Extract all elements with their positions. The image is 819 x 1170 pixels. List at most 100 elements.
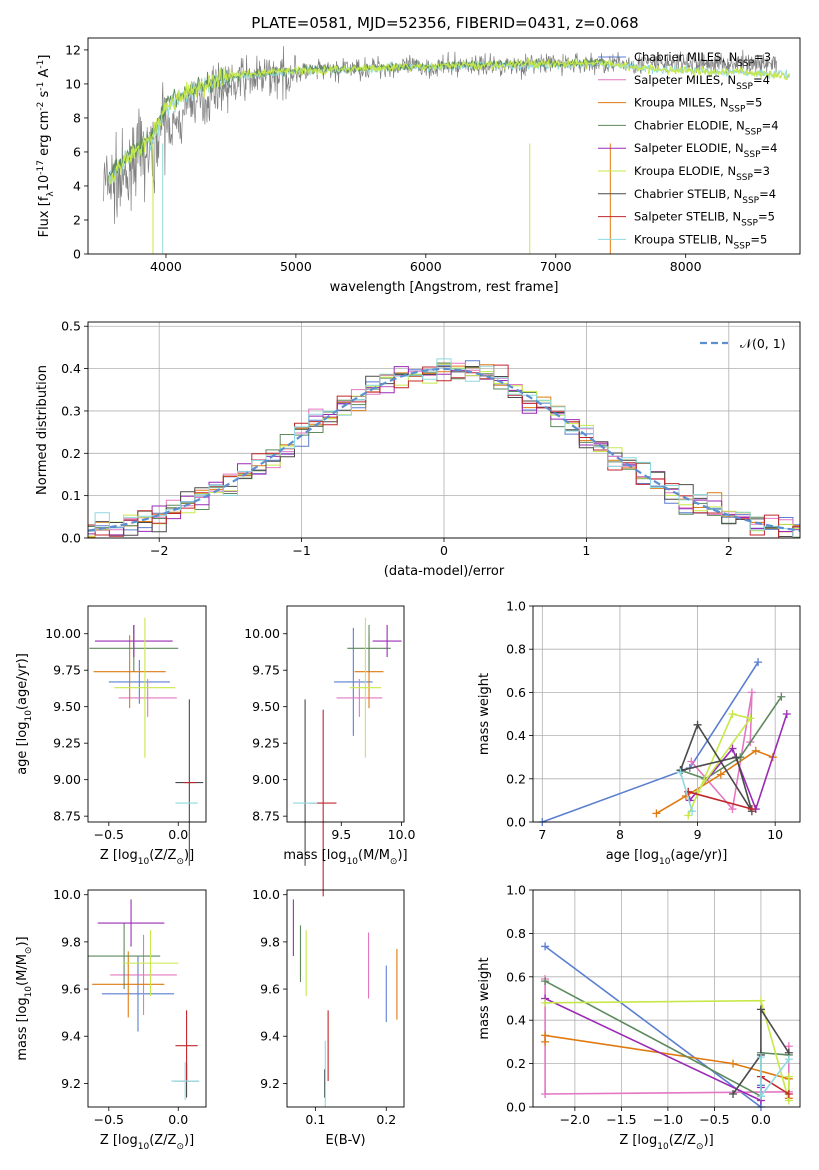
weight-marker — [756, 1053, 765, 1062]
y-tick-label: 9.00 — [53, 772, 81, 787]
y-tick-label: 9.2 — [260, 1076, 280, 1091]
x-tick-label: −2 — [150, 543, 168, 558]
x-tick: 0.2 — [376, 1107, 396, 1127]
errorbar-point — [336, 678, 383, 717]
y-tick-label: 12 — [65, 42, 81, 57]
y-tick: 9.4 — [61, 1029, 88, 1044]
weight-marker — [676, 768, 685, 777]
x-tick-label: 0.0 — [168, 1112, 188, 1127]
y-tick: 9.2 — [260, 1076, 287, 1091]
y-tick-label: 0.6 — [506, 969, 526, 984]
histogram-6 — [88, 366, 800, 537]
y-tick: 8.75 — [252, 809, 287, 824]
y-tick-label: 0.4 — [61, 361, 81, 376]
mass-vs-Z-ylabel: mass [log10(M/M⊙)] — [15, 936, 34, 1060]
mass-weight-vs-Z-lines — [541, 942, 793, 1111]
x-tick-label: 2 — [725, 543, 733, 558]
errorbar-point — [175, 1010, 198, 1082]
normal-curve — [88, 367, 800, 532]
figure-title: PLATE=0581, MJD=52356, FIBERID=0431, z=0… — [251, 14, 638, 32]
legend-label: Chabrier MILES, NSSP=3 — [634, 50, 771, 69]
x-tick: 10.0 — [388, 822, 416, 842]
legend-label: Salpeter ELODIE, NSSP=4 — [634, 141, 777, 160]
weight-line-4 — [544, 997, 762, 1102]
y-tick: 9.00 — [53, 772, 88, 787]
mass-vs-Z-xlabel: Z [log10(Z/Z⊙)] — [100, 1133, 194, 1152]
y-tick: 9.25 — [252, 736, 287, 751]
errorbar-point — [347, 624, 391, 672]
x-tick-label: 0.0 — [751, 1112, 771, 1127]
x-tick-label: 1 — [582, 543, 590, 558]
weight-marker — [784, 1072, 793, 1081]
spectrum-xlabel: wavelength [Angstrom, rest frame] — [330, 280, 559, 295]
weight-marker — [754, 658, 763, 667]
mass-vs-ebv-xlabel: E(B-V) — [325, 1133, 365, 1148]
y-tick: 10.00 — [45, 626, 88, 641]
mass-vs-Z-axes: −0.5 0.0 9.2 9.4 9.6 9.8 10.0 — [53, 887, 188, 1127]
x-tick: −0.5 — [94, 822, 124, 842]
y-tick: 2 — [73, 212, 88, 227]
y-tick: 0.6 — [506, 969, 533, 984]
y-tick: 9.75 — [53, 663, 88, 678]
x-tick-label: −1.5 — [606, 1112, 636, 1127]
y-tick: 9.00 — [252, 772, 287, 787]
panels: 4000 5000 6000 7000 8000024681012wavelength … — [15, 37, 801, 1152]
y-tick-label: 0.4 — [506, 728, 526, 743]
legend-label: Salpeter MILES, NSSP=4 — [634, 73, 770, 92]
y-tick: 0.4 — [61, 361, 88, 376]
y-tick-label: 9.25 — [252, 736, 280, 751]
x-tick-label: 4000 — [150, 259, 182, 274]
weight-line-7 — [687, 791, 753, 810]
axes-frame — [532, 605, 801, 823]
x-tick: 4000 — [150, 254, 182, 274]
weight-marker — [756, 1092, 765, 1101]
mass-vs-Z-points — [88, 899, 200, 1100]
axes-frame — [286, 605, 405, 823]
weight-line-0 — [542, 661, 759, 823]
y-tick-label: 0.6 — [506, 685, 526, 700]
weight-marker — [747, 688, 756, 697]
axes-frame — [87, 605, 207, 823]
y-tick-label: 9.75 — [53, 663, 81, 678]
y-tick-label: 9.00 — [252, 772, 280, 787]
residuals-axes: −2 −1 0 1 2 0.0 0.1 0.2 0.3 0.4 0.5 — [61, 319, 800, 558]
weight-marker — [688, 807, 697, 816]
histogram-5 — [88, 363, 800, 537]
axes-frame — [87, 889, 207, 1108]
axes-frame — [286, 889, 405, 1108]
x-tick-label: 10.0 — [388, 827, 416, 842]
y-tick-label: 9.25 — [53, 736, 81, 751]
y-tick-label: 4 — [73, 178, 81, 193]
errorbar-point — [88, 923, 161, 990]
x-tick: −1 — [292, 538, 311, 558]
x-tick-label: 6000 — [410, 259, 442, 274]
weight-marker — [782, 710, 791, 718]
y-tick: 6 — [73, 144, 88, 159]
axes-frame — [532, 889, 801, 1108]
weight-marker — [541, 998, 550, 1007]
spectrum-ylabel: Flux [fλ10-17 erg cm-2 s-1 A-1] — [36, 55, 56, 238]
weight-marker — [716, 770, 725, 779]
y-tick: 0.6 — [506, 685, 533, 700]
y-tick-label: 0.2 — [61, 446, 81, 461]
weight-line-7 — [760, 1075, 790, 1095]
x-tick: 5000 — [280, 254, 312, 274]
x-tick: −2.0 — [560, 1107, 590, 1127]
weight-line-6 — [732, 1006, 790, 1095]
y-tick: 9.75 — [252, 663, 287, 678]
y-tick-label: 9.2 — [61, 1076, 81, 1091]
x-tick: −1.0 — [653, 1107, 683, 1127]
x-tick-label: −0.5 — [94, 827, 124, 842]
x-tick-label: 5000 — [280, 259, 312, 274]
spectrum-axes: 4000 5000 6000 7000 8000 0 2 4 6 8 10 12 — [65, 42, 702, 274]
x-tick-label: −0.5 — [94, 1112, 124, 1127]
mass-weight-vs-age-xlabel: age [log10(age/yr)] — [606, 848, 728, 867]
weight-marker — [541, 1031, 550, 1040]
x-tick: 0.0 — [168, 822, 188, 842]
weight-line-5 — [687, 713, 752, 816]
errorbar-point — [171, 1062, 200, 1100]
x-tick-label: 8000 — [670, 259, 702, 274]
x-tick: 8 — [616, 822, 624, 842]
x-tick: 8000 — [670, 254, 702, 274]
weight-marker — [728, 710, 737, 718]
